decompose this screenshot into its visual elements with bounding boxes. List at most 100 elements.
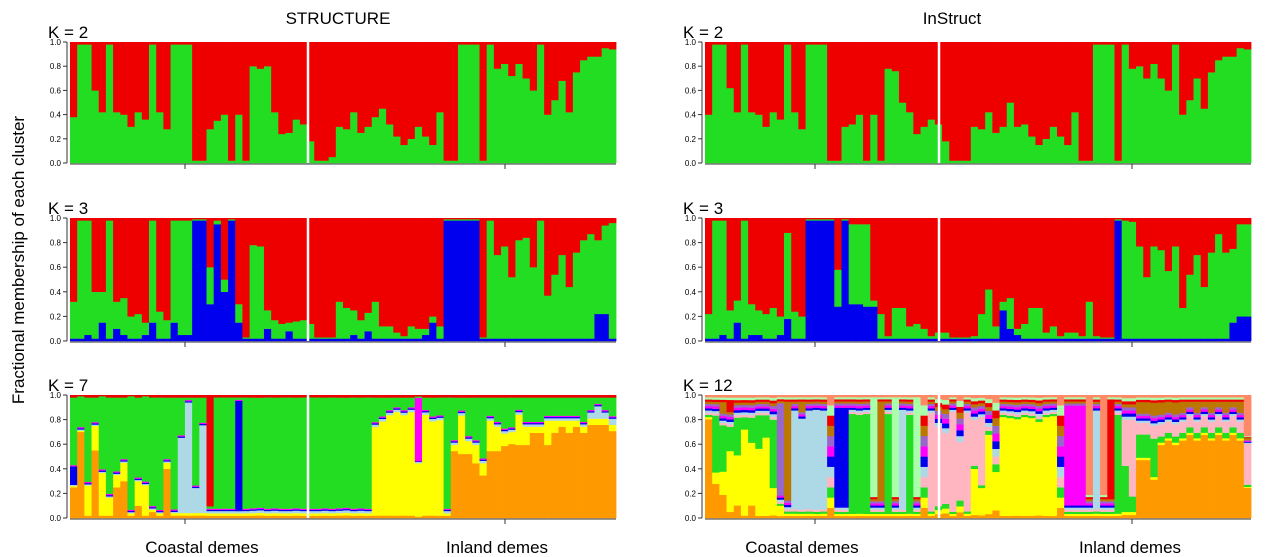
bar-segment [206,218,215,268]
bar-segment [587,218,595,235]
bar-segment [1042,405,1051,409]
bar-segment [1013,395,1022,398]
bar-segment [1136,413,1144,417]
bar-segment [798,418,806,510]
bar-segment [841,395,850,398]
bar-segment [199,397,207,423]
bar-segment [755,395,763,398]
bar-segment [891,397,900,498]
bar-segment [1064,397,1072,400]
bar-segment [956,160,965,164]
bar-segment [558,395,567,398]
bar-segment [328,338,337,342]
bar-segment [963,218,972,338]
bar-segment [1215,416,1223,428]
bar-segment [84,483,92,485]
bar-segment [1171,424,1180,437]
bar-segment [70,218,78,302]
bar-segment [791,112,799,164]
bar-segment [343,507,351,510]
bar-segment [898,102,907,164]
bar-segment [834,513,842,517]
bar-segment [733,415,742,418]
bar-segment [371,395,380,398]
bar-segment [407,42,416,139]
bar-segment [1028,307,1036,339]
bar-segment [740,42,749,45]
bar-segment [712,408,720,412]
bar-segment [726,421,735,425]
bar-segment [1171,44,1180,164]
bar-segment [898,399,907,402]
bar-segment [1100,395,1108,496]
bar-segment [841,405,850,408]
y-tick-label: 0.0 [685,337,697,346]
bar-segment [891,42,900,72]
bar-segment [1028,404,1036,407]
structure-x-label-coastal: Coastal demes [145,538,258,557]
bar-segment [870,503,878,506]
bar-segment [149,220,157,323]
bar-segment [1143,338,1151,342]
bar-segment [733,300,742,323]
bar-segment [343,218,351,308]
bar-segment [920,487,929,498]
bar-segment [719,420,727,424]
bar-segment [486,415,495,418]
bar-segment [1136,218,1144,247]
bar-segment [378,417,387,420]
bar-segment [558,218,567,256]
bar-segment [328,395,337,398]
bar-segment [898,395,907,398]
bar-segment [479,463,488,476]
bar-segment [91,423,100,425]
bar-segment [726,218,735,311]
bar-segment [77,430,85,433]
bar-segment [335,218,344,302]
bar-segment [457,42,466,45]
bar-segment [501,218,509,247]
bar-segment [827,425,835,437]
bar-segment [70,338,78,342]
bar-segment [522,42,531,79]
bar-segment [970,413,979,417]
bar-segment [1207,440,1216,519]
structure-column-title: STRUCTURE [286,9,391,28]
bar-segment [263,508,272,510]
bar-segment [827,160,835,164]
bar-segment [321,395,330,398]
bar-segment [812,44,821,164]
bar-segment [1222,432,1230,439]
bar-segment [769,112,778,164]
bar-segment [141,119,150,164]
y-tick-label: 0.0 [685,159,697,168]
bar-segment [141,483,150,486]
bar-segment [798,316,806,339]
bar-segment [120,481,128,519]
bar-segment [314,513,322,516]
bar-segment [608,416,617,418]
bar-segment [755,310,763,336]
bar-segment [544,395,552,398]
bar-segment [855,414,864,514]
bar-segment [949,395,957,398]
bar-segment [1085,338,1094,342]
bar-segment [228,218,236,220]
bar-segment [1064,401,1072,404]
bar-segment [350,310,358,336]
bar-segment [999,515,1008,519]
bar-segment [1013,402,1022,405]
bar-segment [149,218,157,221]
bar-segment [1186,399,1194,402]
bar-segment [314,338,322,342]
bar-segment [740,417,749,430]
bar-segment [120,458,128,461]
bar-segment [755,218,763,311]
bar-segment [149,509,157,513]
bar-segment [719,425,727,472]
bar-segment [1107,503,1115,506]
y-tick-label: 0.0 [685,514,697,523]
bar-segment [335,510,344,514]
bar-segment [776,403,785,496]
bar-segment [134,112,143,164]
